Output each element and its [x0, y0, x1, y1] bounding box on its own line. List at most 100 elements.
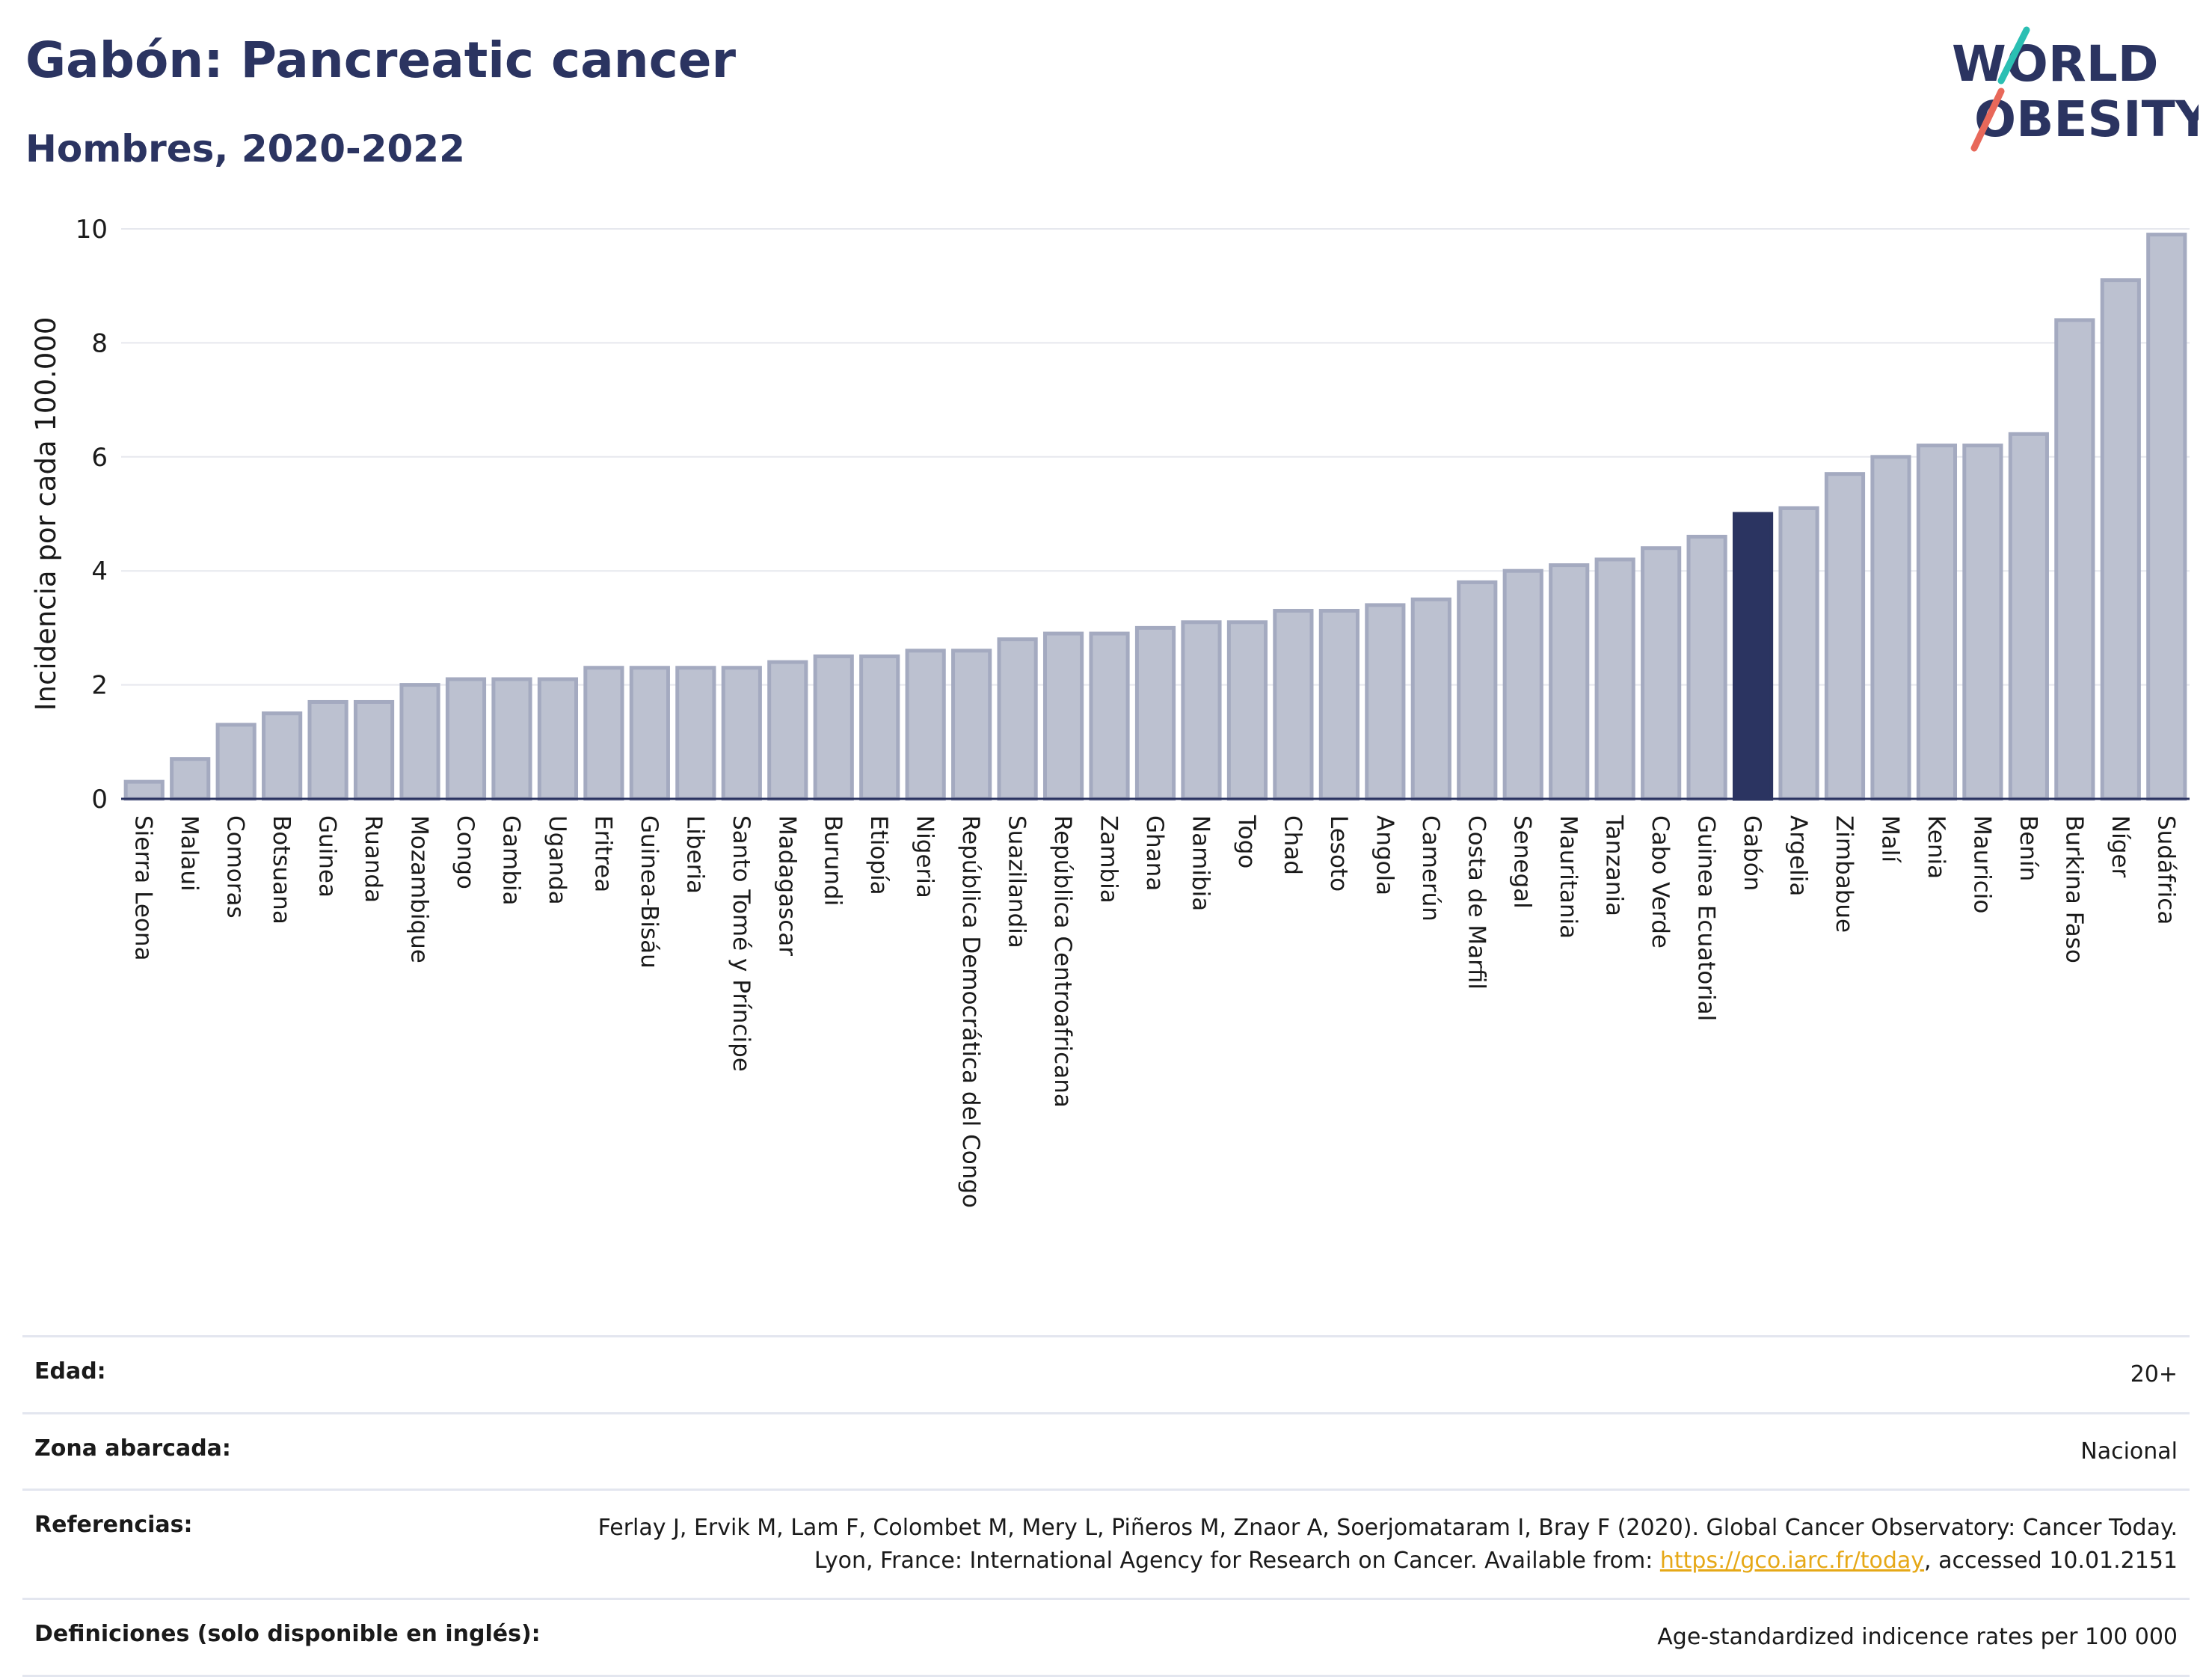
x-tick-label: Sierra Leona	[130, 815, 157, 961]
bar	[262, 711, 303, 801]
bar	[997, 637, 1038, 801]
x-tick-label: Angola	[1371, 815, 1398, 895]
x-tick-label: Benín	[2015, 815, 2042, 881]
x-tick-label: Namibia	[1187, 815, 1214, 911]
bar	[1318, 609, 1360, 801]
x-tick-label: Gabón	[1739, 815, 1766, 891]
x-tick-label: Cabo Verde	[1647, 815, 1674, 948]
bar	[1686, 534, 1727, 801]
bar	[307, 699, 348, 801]
bar	[1181, 620, 1222, 801]
meta-value-definitions: Age-standardized indicence rates per 100…	[1657, 1624, 2178, 1650]
x-tick-label: Costa de Marfil	[1463, 815, 1490, 990]
bar	[399, 683, 440, 801]
y-tick-label: 6	[91, 443, 108, 473]
bar	[1273, 609, 1314, 801]
page-title: Gabón: Pancreatic cancer	[25, 31, 737, 89]
x-tick-label: Ruanda	[360, 815, 387, 903]
x-tick-label: República Democrática del Congo	[957, 815, 984, 1208]
meta-value-zone: Nacional	[2080, 1438, 2178, 1465]
meta-key-definitions: Definiciones (solo disponible en inglés)…	[34, 1621, 541, 1647]
x-tick-label: Zimbabue	[1831, 815, 1858, 933]
x-tick-label: Liberia	[681, 815, 708, 894]
logo-slash-bottom	[1970, 88, 2005, 152]
bar-highlight	[1732, 512, 1774, 801]
bars	[123, 233, 2187, 801]
bar	[1042, 631, 1084, 801]
bar	[537, 677, 579, 801]
x-tick-label: Nigeria	[912, 815, 938, 898]
x-tick-label: Mozambique	[406, 815, 433, 963]
x-tick-label: Senegal	[1509, 815, 1536, 909]
bar	[170, 757, 211, 801]
bar	[1457, 580, 1498, 801]
bar	[813, 654, 854, 801]
bar	[721, 666, 762, 801]
bar	[859, 654, 900, 801]
x-tick-label: Tanzania	[1601, 815, 1628, 916]
reference-link[interactable]: https://gco.iarc.fr/today	[1659, 1547, 1925, 1574]
reference-text: Ferlay J, Ervik M, Lam F, Colombet M, Me…	[597, 1515, 2178, 1574]
bar	[2146, 233, 2187, 801]
x-tick-label: Gambia	[497, 815, 524, 906]
x-tick-label: Uganda	[544, 815, 571, 905]
x-tick-label: Sudáfrica	[2152, 815, 2179, 925]
bar	[1226, 620, 1268, 801]
bar	[1134, 625, 1176, 801]
metadata-table: Edad: 20+ Zona abarcada: Nacional Refere…	[22, 1335, 2190, 1677]
y-tick-label: 10	[76, 215, 108, 245]
y-tick-label: 2	[91, 671, 108, 701]
bar	[1962, 444, 2003, 801]
bar	[353, 699, 395, 801]
bar	[1365, 603, 1406, 801]
world-obesity-logo: WORLD OBESITY	[1952, 26, 2199, 152]
x-tick-label: Burundi	[820, 815, 847, 906]
x-tick-label: Madagascar	[773, 815, 800, 956]
reference-accessed: , accessed 10.01.2151	[1924, 1547, 2178, 1574]
x-tick-label: Eritrea	[589, 815, 616, 892]
x-tick-label: Malí	[1876, 815, 1903, 863]
logo-line1: WORLD	[1952, 35, 2159, 93]
x-tick-label: Guinea-Bisáu	[636, 815, 663, 969]
meta-row-zone: Zona abarcada: Nacional	[22, 1411, 2190, 1489]
bar	[1641, 546, 1682, 801]
bar-chart: 0 2 4 6 8 10 Incidencia por cada 100.000 Sier…	[30, 215, 2190, 1208]
meta-row-references: Referencias: Ferlay J, Ervik M, Lam F, C…	[22, 1489, 2190, 1598]
y-axis-label: Incidencia por cada 100.000	[30, 317, 62, 711]
bar	[675, 666, 716, 801]
bar	[905, 649, 946, 801]
bar	[1870, 455, 1911, 801]
bar	[2008, 432, 2049, 801]
meta-value-age: 20+	[2130, 1361, 2178, 1388]
bar	[767, 660, 808, 801]
x-tick-label: República Centroafricana	[1049, 815, 1076, 1108]
bar	[1594, 557, 1635, 801]
x-tick-label: Níger	[2107, 815, 2133, 878]
y-tick-label: 8	[91, 328, 108, 358]
x-tick-label: Mauricio	[1968, 815, 1995, 913]
bar	[1916, 444, 1958, 801]
x-tick-label: Burkina Faso	[2060, 815, 2087, 963]
bar	[2100, 278, 2141, 801]
x-tick-label: Argelia	[1785, 815, 1812, 896]
x-tick-label: Etiopía	[865, 815, 892, 895]
bar	[1824, 472, 1866, 801]
x-tick-label: Guinea	[314, 815, 341, 898]
meta-key-references: Referencias:	[34, 1512, 193, 1538]
bar	[951, 649, 992, 801]
logo-line2: OBESITY	[1974, 91, 2199, 148]
y-tick-label: 0	[91, 785, 108, 815]
x-tick-label: Ghana	[1141, 815, 1168, 891]
bar	[629, 666, 670, 801]
bar	[445, 677, 487, 801]
bar	[583, 666, 624, 801]
x-tick-label: Botsuana	[268, 815, 295, 925]
x-tick-label: Congo	[452, 815, 479, 889]
x-tick-label: Kenia	[1923, 815, 1950, 879]
meta-row-definitions: Definiciones (solo disponible en inglés)…	[22, 1598, 2190, 1677]
meta-value-references: Ferlay J, Ervik M, Lam F, Colombet M, Me…	[570, 1512, 2178, 1577]
bar	[491, 677, 532, 801]
x-tick-label: Camerún	[1417, 815, 1444, 922]
y-axis-ticks: 0 2 4 6 8 10	[76, 215, 108, 815]
bar	[1410, 597, 1451, 801]
